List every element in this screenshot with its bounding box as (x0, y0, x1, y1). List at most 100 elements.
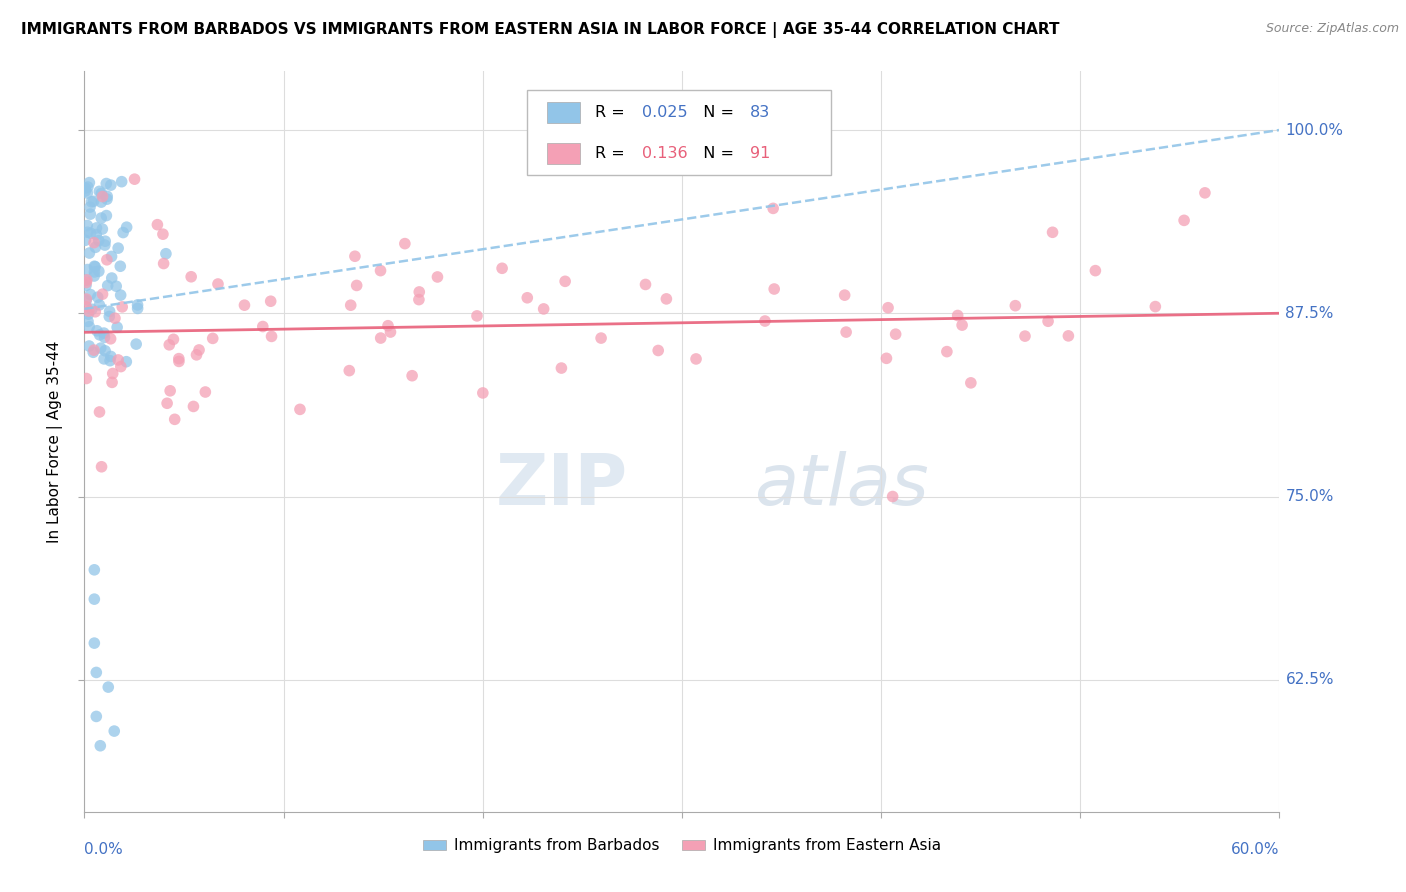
Point (77, 314, 100, 328)
Point (83, 343, 105, 358)
Point (260, 294, 283, 309)
Point (97, 278, 120, 293)
Point (75, 293, 97, 308)
Point (1084, 263, 1107, 277)
Point (93, 351, 115, 366)
Point (471, 386, 494, 401)
Point (112, 226, 135, 240)
Point (491, 261, 513, 276)
Point (84, 227, 107, 242)
Point (94, 343, 117, 358)
Point (107, 241, 129, 255)
Text: N =: N = (693, 105, 738, 120)
Point (1014, 329, 1036, 343)
Text: IMMIGRANTS FROM BARBADOS VS IMMIGRANTS FROM EASTERN ASIA IN LABOR FORCE | AGE 35: IMMIGRANTS FROM BARBADOS VS IMMIGRANTS F… (21, 22, 1060, 38)
Point (111, 175, 134, 189)
Point (86, 665, 108, 680)
Point (75, 292, 97, 306)
Point (76, 180, 98, 194)
Text: 83: 83 (749, 105, 770, 120)
Point (167, 354, 190, 368)
Point (394, 236, 416, 251)
Point (124, 172, 146, 186)
Point (75, 273, 97, 287)
Point (343, 249, 366, 263)
Point (98, 353, 121, 368)
Point (75, 181, 97, 195)
Point (83, 259, 105, 273)
Point (83, 265, 105, 279)
Point (96, 209, 118, 223)
Point (370, 263, 392, 277)
Point (1173, 213, 1195, 227)
Point (875, 351, 897, 366)
Point (90, 195, 112, 210)
Point (935, 344, 957, 359)
Point (75, 300, 97, 314)
Point (125, 337, 148, 351)
Point (100, 178, 122, 193)
Point (186, 348, 208, 362)
Point (75, 184, 97, 198)
Point (94, 234, 117, 248)
Y-axis label: In Labor Force | Age 35-44: In Labor Force | Age 35-44 (46, 341, 63, 542)
Point (107, 353, 129, 368)
Text: 62.5%: 62.5% (1285, 673, 1334, 687)
Point (288, 402, 311, 417)
Point (76, 219, 98, 233)
Point (167, 351, 190, 366)
Point (89, 184, 111, 198)
Point (337, 364, 360, 378)
Point (1144, 300, 1167, 314)
Point (1036, 314, 1059, 328)
Point (754, 314, 776, 328)
Point (96, 252, 118, 267)
Point (86, 709, 108, 723)
Point (98, 304, 121, 318)
Point (83, 563, 105, 577)
Point (516, 291, 538, 305)
Point (550, 361, 572, 376)
Point (162, 332, 184, 346)
Point (100, 249, 122, 263)
Point (90, 186, 112, 201)
Point (90, 459, 112, 474)
Point (370, 331, 392, 345)
Text: R =: R = (595, 105, 630, 120)
Point (91, 189, 114, 203)
Point (79, 200, 101, 214)
Point (77, 304, 100, 318)
Point (76, 225, 98, 239)
Point (1194, 186, 1216, 200)
Point (75, 276, 97, 290)
Point (75, 371, 97, 385)
Point (105, 320, 128, 334)
Point (100, 332, 122, 346)
Point (86, 324, 108, 338)
FancyBboxPatch shape (547, 144, 581, 164)
Point (146, 218, 169, 232)
Point (98, 310, 121, 324)
Point (946, 309, 969, 323)
Point (83, 592, 105, 607)
Point (97, 680, 120, 694)
Point (83, 268, 105, 283)
Point (655, 292, 678, 306)
Point (763, 282, 786, 296)
Point (233, 298, 256, 312)
Point (89, 298, 111, 312)
Point (762, 202, 785, 216)
Text: ZIP: ZIP (496, 451, 628, 520)
Point (90, 211, 112, 225)
Point (157, 338, 180, 352)
Point (79, 207, 101, 221)
Point (105, 279, 128, 293)
Point (79, 319, 101, 334)
Point (685, 351, 707, 366)
Point (882, 490, 904, 504)
Point (84, 240, 107, 254)
Point (91, 287, 114, 301)
Text: N =: N = (693, 146, 738, 161)
Point (87, 264, 110, 278)
Point (110, 259, 132, 273)
